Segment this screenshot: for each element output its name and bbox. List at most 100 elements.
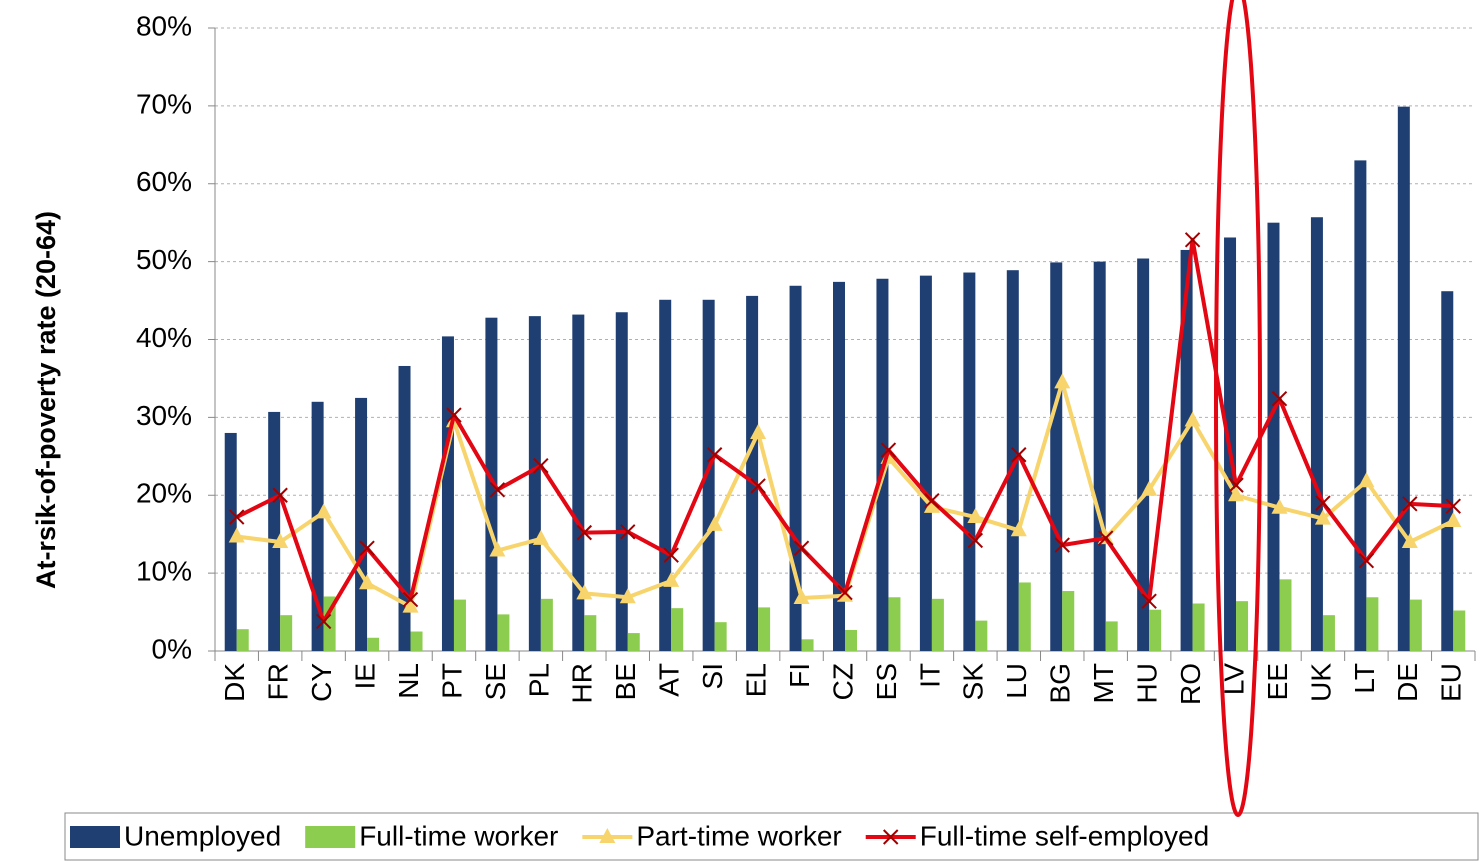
x-tick-label: IE [349, 663, 380, 689]
bar [584, 615, 597, 651]
legend-label: Full-time worker [359, 820, 558, 851]
x-tick-label: HU [1132, 663, 1163, 703]
marker [446, 407, 462, 423]
bar [236, 629, 249, 651]
marker [880, 442, 897, 458]
bar [1137, 258, 1150, 651]
marker [1184, 411, 1201, 427]
marker [706, 447, 723, 463]
legend-label: Full-time self-employed [920, 820, 1209, 851]
x-tick-label: LT [1349, 663, 1380, 694]
bar [441, 336, 454, 651]
x-tick-label: NL [393, 663, 424, 699]
bar [963, 272, 976, 651]
marker [1402, 496, 1418, 512]
x-tick-label: SK [958, 663, 989, 701]
bar [367, 637, 380, 651]
marker [1011, 447, 1027, 463]
marker [1228, 486, 1245, 502]
marker [663, 571, 680, 587]
bar [1453, 610, 1466, 651]
marker [793, 589, 810, 605]
bar [888, 597, 901, 651]
bar [497, 614, 510, 651]
bar [528, 316, 541, 651]
bar [931, 598, 944, 651]
marker [1445, 511, 1462, 527]
bar [659, 299, 672, 651]
x-tick-label: UK [1305, 663, 1336, 702]
legend-swatch [70, 826, 120, 848]
x-tick-label: RO [1175, 663, 1206, 705]
bar [919, 275, 932, 651]
marker [1271, 498, 1288, 514]
legend-marker [599, 828, 616, 843]
marker [923, 497, 940, 513]
marker [228, 527, 245, 543]
marker [967, 532, 984, 549]
y-tick-label: 30% [136, 400, 192, 431]
y-tick-label: 0% [152, 633, 192, 664]
y-tick-label: 10% [136, 556, 192, 587]
y-tick-label: 40% [136, 322, 192, 353]
legend: Unemployed Full-time worker Part-time work… [70, 820, 1209, 851]
x-tick-label: EE [1262, 663, 1293, 700]
bar [540, 598, 553, 651]
x-tick-label: PL [523, 663, 554, 697]
bar [845, 629, 857, 651]
marker [706, 515, 723, 531]
x-tick-label: ES [871, 663, 902, 700]
marker [315, 613, 332, 630]
x-tick-label: EU [1436, 663, 1467, 702]
bar [1062, 591, 1075, 651]
bar [1366, 597, 1379, 651]
bar [355, 397, 368, 651]
bar [410, 631, 423, 651]
bar [1050, 262, 1063, 651]
x-tick-label: IT [914, 663, 945, 688]
marker [1054, 373, 1071, 389]
bar [1397, 106, 1410, 651]
marker [229, 509, 245, 525]
bar [801, 639, 814, 651]
marker [750, 423, 767, 439]
marker [489, 541, 506, 557]
y-tick-label: 50% [136, 244, 192, 275]
x-tick-label: BG [1045, 663, 1076, 703]
x-tick-label: FI [784, 663, 815, 688]
legend-marker [883, 829, 899, 845]
legend-label: Unemployed [124, 820, 281, 851]
x-tick-label: PT [436, 663, 467, 699]
bar [1354, 160, 1367, 651]
marker [1315, 495, 1331, 511]
marker [272, 532, 289, 548]
marker [837, 584, 853, 601]
x-tick-label: EL [740, 663, 771, 697]
x-tick-label: BE [610, 663, 641, 700]
marker [793, 540, 810, 556]
marker [619, 588, 636, 604]
y-tick-label: 70% [136, 88, 192, 119]
bar [758, 607, 771, 651]
marker [924, 492, 940, 509]
x-tick-label: CY [306, 663, 337, 702]
marker [489, 482, 506, 498]
marker [1010, 521, 1027, 537]
marker [1054, 537, 1070, 553]
legend-swatch [305, 826, 356, 848]
x-tick-label: AT [654, 663, 685, 697]
bar [746, 295, 759, 651]
x-tick-label: MT [1088, 663, 1119, 703]
bar [1018, 582, 1031, 651]
marker [272, 487, 288, 503]
marker [1141, 480, 1158, 496]
bar [1267, 222, 1280, 651]
bar [311, 401, 324, 651]
y-tick-label: 60% [136, 166, 192, 197]
marker [620, 524, 636, 540]
bar [453, 599, 466, 651]
bar [280, 615, 293, 651]
bar [398, 365, 411, 651]
y-tick-label: 80% [136, 10, 192, 41]
